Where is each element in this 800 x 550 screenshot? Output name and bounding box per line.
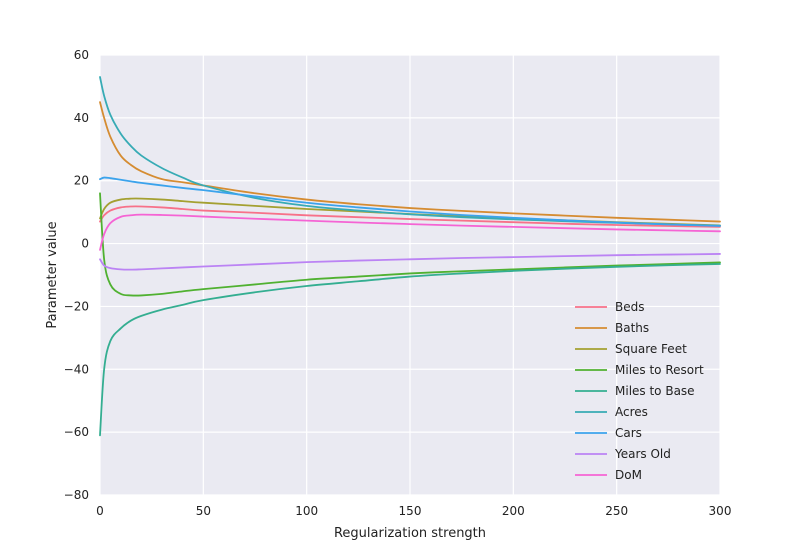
series-lines [99, 76, 721, 437]
legend: Beds Baths Square Feet Miles to Resort Miles… [575, 300, 704, 482]
x-axis-label: Regularization strength [334, 526, 486, 541]
x-tick-label: 0 [96, 504, 104, 518]
y-tick-label: −40 [64, 362, 89, 376]
series-line-miles-to-base [99, 263, 721, 437]
x-tick-label: 150 [399, 504, 422, 518]
legend-label-baths: Baths [615, 321, 649, 335]
series-line-baths [99, 101, 721, 223]
legend-label-miles-to-base: Miles to Base [615, 384, 695, 398]
series-line-cars [99, 176, 721, 227]
y-tick-label: 40 [74, 111, 89, 125]
legend-label-miles-to-resort: Miles to Resort [615, 363, 704, 377]
legend-label-dom: DoM [615, 468, 642, 482]
y-tick-label: 60 [74, 48, 89, 62]
series-line-years-old [99, 253, 721, 271]
series-line-beds [99, 205, 721, 228]
x-tick-label: 300 [709, 504, 732, 518]
x-tick-label: 200 [502, 504, 525, 518]
y-tick-label: 0 [81, 237, 89, 251]
x-tick-label: 250 [605, 504, 628, 518]
series-line-miles-to-resort [99, 192, 721, 297]
y-tick-label: −80 [64, 488, 89, 502]
y-tick-label: 20 [74, 174, 89, 188]
legend-label-square-feet: Square Feet [615, 342, 687, 356]
legend-label-years-old: Years Old [614, 447, 671, 461]
legend-label-beds: Beds [615, 300, 644, 314]
y-axis-label: Parameter value [45, 221, 60, 328]
y-tick-label: −60 [64, 425, 89, 439]
x-tick-label: 50 [196, 504, 211, 518]
x-tick-labels: 0 50 100 150 200 250 300 [96, 504, 731, 518]
y-tick-label: −20 [64, 299, 89, 313]
series-line-dom [99, 213, 721, 251]
x-tick-label: 100 [295, 504, 318, 518]
grid [99, 54, 721, 496]
legend-label-cars: Cars [615, 426, 642, 440]
y-tick-labels: 60 40 20 0 −20 −40 −60 −80 [64, 48, 89, 502]
series-line-acres [99, 76, 721, 227]
legend-label-acres: Acres [615, 405, 648, 419]
